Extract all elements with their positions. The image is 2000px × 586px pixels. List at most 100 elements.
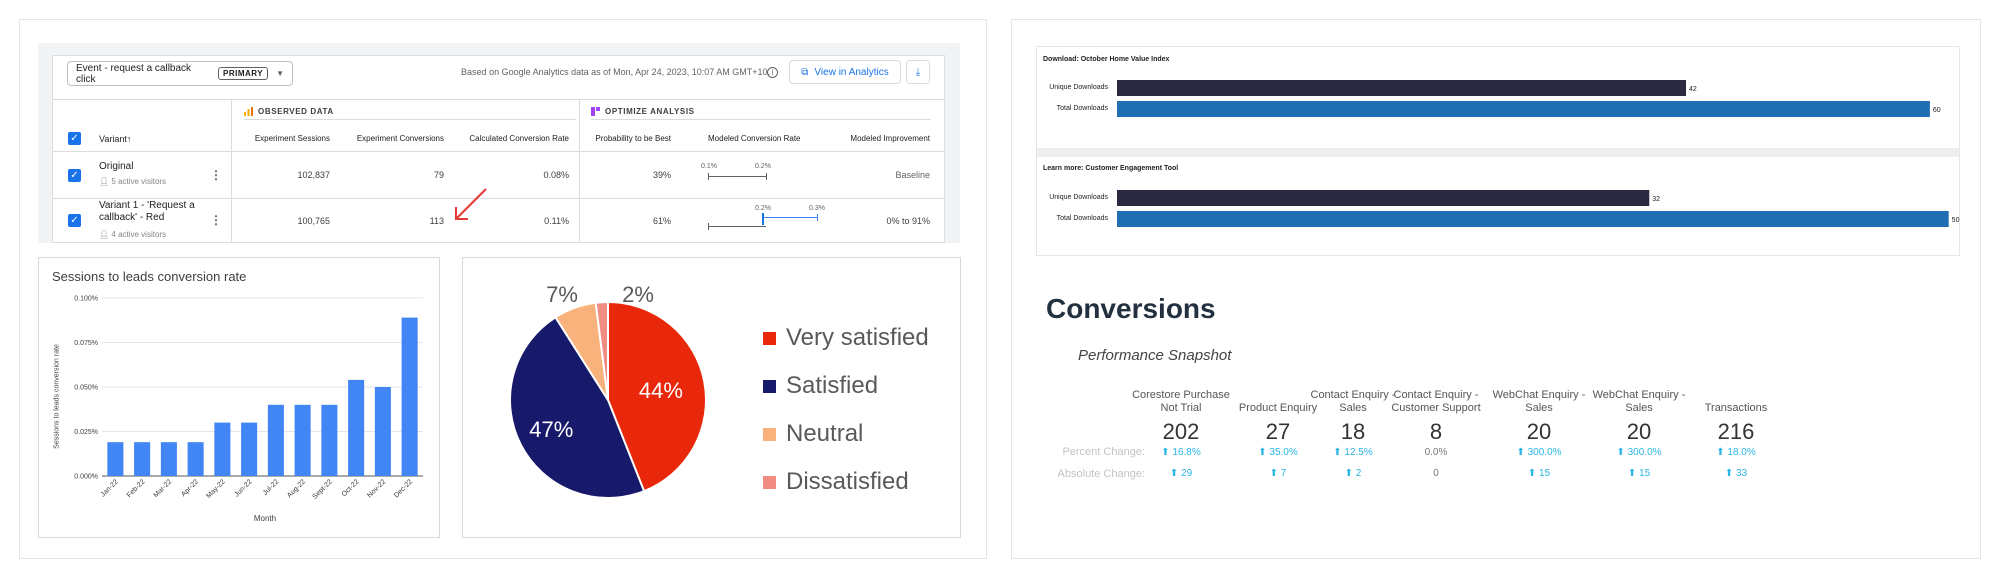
x-tick-label: Apr-22 <box>180 478 200 498</box>
conversions-title: Conversions <box>1046 293 1216 324</box>
interval-low: 0.2% <box>755 205 771 212</box>
legend-swatch <box>763 331 776 345</box>
kpi-label: WebChat Enquiry - Sales <box>1592 389 1686 414</box>
interval-line <box>708 176 766 177</box>
bar <box>321 404 338 476</box>
y-tick-label: 0.000% <box>74 474 98 481</box>
row-divider <box>52 198 945 199</box>
kpi-label: Transactions <box>1704 402 1768 414</box>
interval-bar: 0.2% 0.3% <box>708 205 825 233</box>
download-icon: ⤓ <box>915 66 921 78</box>
conversion-rate-chart-card <box>38 257 440 538</box>
prob-column-header: Probability to be Best <box>595 134 671 143</box>
bar-label: Unique Downloads <box>1049 84 1108 91</box>
legend-item: Very satisfied <box>763 324 929 352</box>
pie-legend: Very satisfied Satisfied Neutral Dissati… <box>763 324 929 496</box>
person-icon: 👤︎ <box>99 177 110 186</box>
percent-change-label: Percent Change: <box>1062 446 1145 458</box>
header-underline <box>591 119 931 120</box>
rate-column-header: Calculated Conversion Rate <box>469 134 569 143</box>
bar-label: Unique Downloads <box>1049 194 1108 201</box>
kpi-card: Transactions 216 ⬆ 18.0% ⬆ 33 <box>1686 387 1786 479</box>
person-icon: 👤︎ <box>99 230 110 239</box>
conversions-cell: 113 <box>429 216 444 226</box>
prob-cell: 61% <box>652 216 671 226</box>
y-tick-label: 0.100% <box>74 296 98 303</box>
variant-column-header[interactable]: Variant↑ <box>99 134 131 144</box>
bar-label: Total Downloads <box>1056 105 1108 112</box>
row-checkbox[interactable]: ✓ <box>68 169 81 182</box>
x-axis-label: Month <box>253 514 277 523</box>
conversions-cell: 79 <box>433 170 444 180</box>
bar-value-label: 32 <box>1652 196 1660 203</box>
select-all-checkbox[interactable]: ✓ <box>68 132 81 145</box>
bar <box>214 422 231 476</box>
kpi-card: Contact Enquiry - Sales 18 ⬆ 12.5% ⬆ 2 <box>1303 387 1403 479</box>
interval-cap <box>766 173 767 180</box>
view-in-analytics-button[interactable]: ⧉ View in Analytics <box>789 60 901 84</box>
x-tick-label: May-22 <box>205 478 227 500</box>
improvement-cell: Baseline <box>895 170 930 180</box>
y-tick-label: 0.025% <box>74 429 98 436</box>
x-tick-label: Jul-22 <box>262 478 281 497</box>
kpi-value: 216 <box>1717 419 1755 444</box>
more-options-icon[interactable]: ⋮ <box>210 168 222 182</box>
kpi-percent-change: ⬆ 12.5% <box>1333 447 1373 458</box>
kpi-percent-change: ⬆ 18.0% <box>1716 447 1756 458</box>
pie-slice <box>607 300 707 493</box>
view-in-analytics-label: View in Analytics <box>814 66 889 78</box>
info-icon[interactable]: i <box>767 67 778 78</box>
optimize-analysis-label: OPTIMIZE ANALYSIS <box>605 107 695 116</box>
legend-label: Satisfied <box>786 372 879 399</box>
objective-label: Event - request a callback click <box>76 62 192 85</box>
interval-line <box>763 217 818 218</box>
optimize-icon <box>591 107 600 116</box>
learn-more-chart-title: Learn more: Customer Engagement Tool <box>1043 165 1179 172</box>
row-checkbox[interactable]: ✓ <box>68 214 81 227</box>
red-arrow-annotation <box>455 188 487 220</box>
x-tick-label: Jun-22 <box>233 478 253 498</box>
active-visitors-label: 4 active visitors <box>111 230 167 239</box>
y-tick-label: 0.050% <box>74 385 98 392</box>
download-button[interactable]: ⤓ <box>906 60 930 84</box>
kpi-card: Corestore Purchase Not Trial 202 ⬆ 16.8% ⬆ … <box>1131 387 1231 479</box>
chart-separator <box>1037 148 1959 157</box>
legend-swatch <box>763 427 776 441</box>
bar-chart-plot: 0.000% 0.025% 0.050% 0.075% 0.100% Jan-22 Feb-… <box>40 290 430 530</box>
kpi-value: 20 <box>1526 419 1552 444</box>
bar-value-label: 50 <box>1952 217 1960 224</box>
legend-swatch <box>763 379 776 393</box>
bar-chart-icon <box>244 107 253 116</box>
bar-value-label: 42 <box>1689 86 1697 93</box>
kpi-card: Product Enquiry 27 ⬆ 35.0% ⬆ 7 <box>1228 387 1328 479</box>
kpi-value: 20 <box>1626 419 1652 444</box>
col-divider <box>231 99 232 243</box>
improvement-column-header: Modeled Improvement <box>850 134 930 143</box>
observed-data-label: OBSERVED DATA <box>258 107 334 116</box>
kpi-row: Corestore Purchase Not Trial 202 ⬆ 16.8% ⬆ … <box>1131 387 1851 487</box>
observed-data-header: OBSERVED DATA <box>244 107 334 116</box>
bar <box>1117 101 1930 117</box>
bar <box>374 387 391 476</box>
kpi-label: Corestore Purchase Not Trial <box>1132 389 1230 414</box>
interval-cap <box>708 173 709 180</box>
objective-select[interactable]: Event - request a callback click PRIMARY… <box>67 61 293 86</box>
x-tick-label: Aug-22 <box>286 478 307 499</box>
results-table <box>52 99 945 243</box>
kpi-card: WebChat Enquiry - Sales 20 ⬆ 300.0% ⬆ 15 <box>1489 387 1589 479</box>
bar <box>187 442 204 476</box>
kpi-percent-change: ⬆ 300.0% <box>1516 447 1562 458</box>
absolute-change-label: Absolute Change: <box>1057 468 1145 480</box>
chevron-down-icon: ▼ <box>276 69 284 78</box>
y-tick-label: 0.075% <box>74 340 98 347</box>
improvement-cell: 0% to 91% <box>886 216 930 226</box>
active-visitors-label: 5 active visitors <box>111 177 167 186</box>
bar <box>348 379 365 476</box>
header-underline <box>244 119 576 120</box>
bar <box>401 317 418 476</box>
arrow-up-icon: ↑ <box>126 134 132 144</box>
legend-item: Dissatisfied <box>763 468 929 496</box>
more-options-icon[interactable]: ⋮ <box>210 213 222 227</box>
kpi-value: 8 <box>1429 419 1443 444</box>
interval-high: 0.2% <box>755 163 771 170</box>
